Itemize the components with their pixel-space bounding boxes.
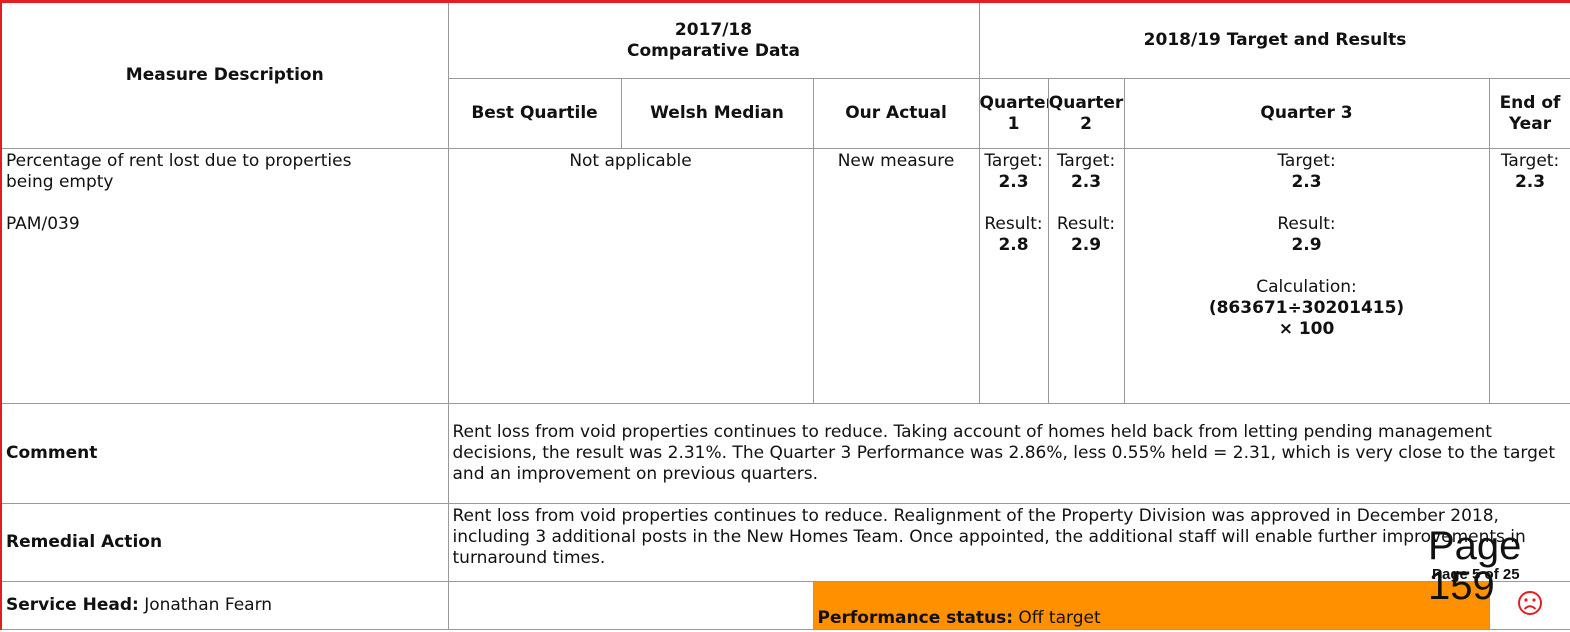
quarter-cell: Target: 2.3 Result: 2.9 Calculation: (863671÷… — [1123, 148, 1490, 404]
our-actual-cell: New measure — [812, 148, 980, 404]
header-text: Comparative Data — [626, 40, 801, 61]
column-header: Welsh Median — [620, 78, 814, 149]
status-cell: Performance status: Off target — [812, 581, 1490, 630]
remedial-text: Rent loss from void properties continues… — [447, 503, 1570, 582]
column-header: Quarter 2 — [1047, 78, 1125, 149]
label: Target: — [984, 151, 1043, 171]
status-icon-cell — [1488, 581, 1570, 630]
header-text: 2018/19 Target and Results — [1143, 30, 1407, 50]
column-header: Quarter 1 — [978, 78, 1049, 149]
measure-code: PAM/039 — [6, 214, 80, 234]
header-text: Measure Description — [125, 65, 324, 85]
column-header: Quarter 3 — [1123, 78, 1490, 149]
remedial-label: Remedial Action — [6, 532, 163, 552]
empty-cell — [447, 581, 814, 630]
header-text: 2017/18 — [674, 19, 753, 40]
service-head-cell: Service Head: Jonathan Fearn — [0, 581, 449, 630]
comment-label: Comment — [6, 443, 98, 463]
value: 2.8 — [998, 235, 1029, 255]
quarter-cell: Target: 2.3 Result: 2.9 — [1047, 148, 1125, 404]
page-number: Page 159 — [1428, 524, 1522, 608]
value: 2.9 — [1070, 235, 1102, 255]
status-value: Off target — [1018, 608, 1101, 628]
label: Result: — [1056, 214, 1116, 234]
calculation: (863671÷30201415) — [1208, 298, 1405, 318]
service-head: Jonathan Fearn — [144, 595, 273, 615]
quarter-cell: Target: 2.3 — [1488, 148, 1570, 404]
measure-cell: Percentage of rent lost due to propertie… — [0, 148, 449, 404]
value: 2.3 — [1070, 172, 1102, 192]
header-cell: 2017/18 Comparative Data — [447, 1, 980, 79]
header-cell: 2018/19 Target and Results — [978, 1, 1570, 79]
status-label: Performance status: — [817, 608, 1014, 628]
label: Target: — [1500, 151, 1560, 171]
column-header: Our Actual — [812, 78, 980, 149]
column-header: End of Year — [1488, 78, 1570, 149]
measure-description: Percentage of rent lost due to propertie… — [6, 151, 352, 192]
quarter-cell: Target: 2.3 Result: 2.8 — [978, 148, 1049, 404]
label: Result: — [984, 214, 1043, 234]
comment-text: Rent loss from void properties continues… — [447, 403, 1570, 504]
header-cell: Measure Description — [0, 1, 449, 149]
comparative-cell: Not applicable — [447, 148, 814, 404]
remedial-label-cell: Remedial Action — [0, 503, 449, 582]
value: 2.9 — [1291, 235, 1322, 255]
label: Calculation: — [1256, 277, 1357, 297]
comment-label-cell: Comment — [0, 403, 449, 504]
value: 2.3 — [1514, 172, 1546, 192]
label: Target: — [1056, 151, 1116, 171]
page-count: Page 5 of 25 — [1432, 566, 1520, 583]
label: Result: — [1277, 214, 1336, 234]
sad-face-icon — [1518, 590, 1543, 615]
service-head-label: Service Head: — [6, 595, 139, 615]
label: Target: — [1277, 151, 1336, 171]
value: 2.3 — [998, 172, 1029, 192]
calculation: × 100 — [1278, 319, 1335, 339]
value: 2.3 — [1291, 172, 1322, 192]
column-header: Best Quartile — [447, 78, 622, 149]
